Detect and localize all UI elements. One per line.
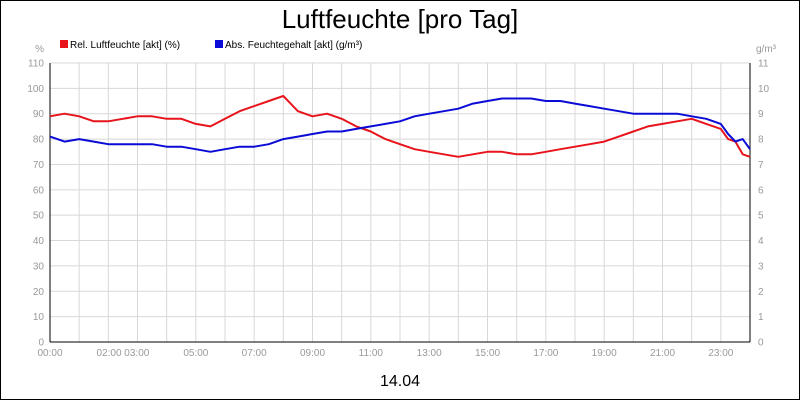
- right-tick-label: 5: [758, 211, 764, 222]
- right-tick-label: 3: [758, 261, 764, 272]
- right-axis-unit: g/m³: [756, 44, 777, 55]
- right-tick-label: 11: [758, 59, 769, 70]
- x-tick-label: 09:00: [300, 348, 325, 359]
- left-tick-label: 20: [33, 287, 45, 298]
- x-tick-label: 23:00: [708, 348, 733, 359]
- left-tick-label: 60: [33, 185, 45, 196]
- x-tick-label: 00:00: [37, 348, 62, 359]
- left-tick-label: 100: [27, 84, 44, 95]
- right-tick-label: 4: [758, 236, 764, 247]
- x-tick-label: 07:00: [242, 348, 267, 359]
- x-tick-label: 13:00: [417, 348, 442, 359]
- x-tick-label: 05:00: [183, 348, 208, 359]
- right-tick-label: 1: [758, 312, 764, 323]
- left-tick-label: 50: [33, 211, 45, 222]
- date-label: 14.04: [380, 373, 420, 390]
- absolute-humidity-line: [49, 97, 751, 153]
- left-tick-label: 110: [28, 59, 44, 70]
- right-tick-label: 9: [758, 109, 764, 120]
- x-tick-label: 02:00 03:00: [97, 348, 150, 359]
- grid: [49, 62, 751, 343]
- x-tick-label: 21:00: [650, 348, 675, 359]
- legend-swatch-relative: [60, 40, 68, 48]
- left-tick-label: 70: [33, 160, 45, 171]
- right-tick-label: 0: [758, 338, 764, 349]
- chart-title: Luftfeuchte [pro Tag]: [282, 4, 519, 34]
- legend-label-absolute: Abs. Feuchtegehalt [akt] (g/m³): [225, 40, 362, 51]
- tick-labels: 0 10 20 30 40 50 60 70 80 90 100 110 0 1 2 3 4 5 6 7 8 9 10 11 0…: [27, 59, 769, 360]
- left-tick-label: 90: [33, 109, 45, 120]
- x-tick-label: 19:00: [592, 348, 617, 359]
- left-tick-label: 10: [33, 312, 45, 323]
- right-tick-label: 2: [758, 287, 764, 298]
- legend-swatch-absolute: [215, 40, 223, 48]
- right-tick-label: 7: [758, 160, 764, 171]
- left-tick-label: 80: [33, 135, 45, 146]
- axes: [49, 63, 751, 343]
- relative-humidity-line: [49, 95, 751, 158]
- right-tick-label: 6: [758, 185, 764, 196]
- right-tick-label: 10: [758, 84, 770, 95]
- legend-label-relative: Rel. Luftfeuchte [akt] (%): [70, 40, 180, 51]
- x-tick-label: 11:00: [359, 348, 384, 359]
- left-tick-label: 30: [33, 261, 45, 272]
- x-tick-label: 17:00: [533, 348, 558, 359]
- left-axis-unit: %: [35, 44, 44, 55]
- x-tick-label: 15:00: [475, 348, 500, 359]
- series-lines: [49, 95, 751, 158]
- right-tick-label: 8: [758, 135, 764, 146]
- legend: Rel. Luftfeuchte [akt] (%) Abs. Feuchteg…: [60, 40, 362, 51]
- left-tick-label: 40: [33, 236, 45, 247]
- left-tick-label: 0: [38, 338, 44, 349]
